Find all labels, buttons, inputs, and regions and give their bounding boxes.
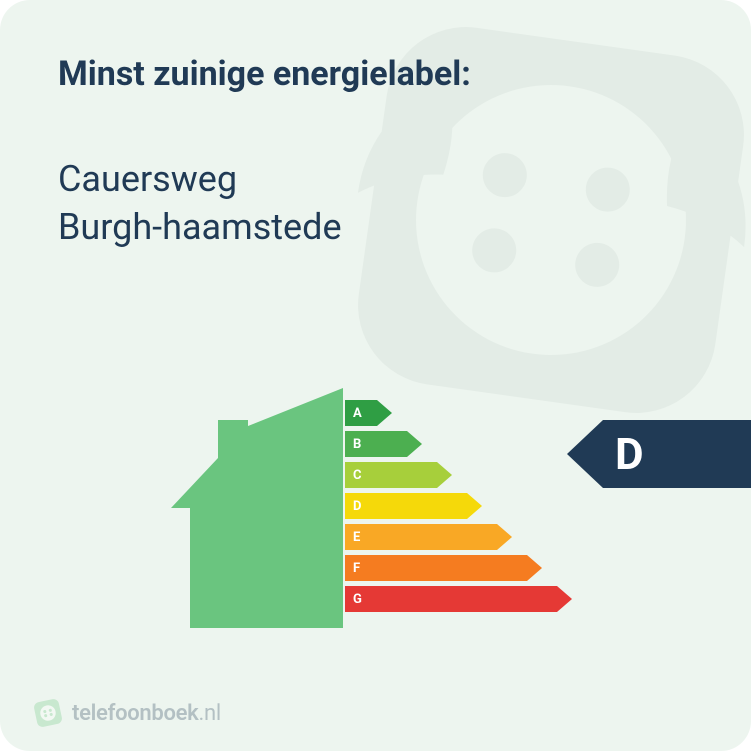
- subtitle-line2: Burgh-haamstede: [58, 206, 342, 248]
- bar-arrow: [407, 431, 422, 457]
- bar-arrow: [437, 462, 452, 488]
- bar-label: C: [353, 468, 362, 483]
- footer-brand-name: telefoonboek: [72, 701, 198, 726]
- footer-brand-tld: .nl: [198, 701, 220, 726]
- callout-body: D: [603, 420, 751, 488]
- energy-bar-d: D: [345, 493, 572, 519]
- energy-bar-c: C: [345, 462, 572, 488]
- subtitle: Cauersweg Burgh-haamstede: [58, 155, 693, 252]
- bar-label: E: [353, 530, 361, 545]
- footer-brand: telefoonboek.nl: [72, 701, 221, 726]
- bar-label: A: [353, 406, 362, 421]
- footer: telefoonboek.nl: [34, 699, 221, 727]
- bar-arrow: [467, 493, 482, 519]
- energy-bar-g: G: [345, 586, 572, 612]
- bar-body: [345, 524, 497, 550]
- bar-label: B: [353, 437, 362, 452]
- energy-bar-f: F: [345, 555, 572, 581]
- card: Minst zuinige energielabel: Cauersweg Bu…: [0, 0, 751, 751]
- house-icon: [165, 388, 345, 628]
- bar-body: [345, 555, 527, 581]
- bar-label: D: [353, 499, 362, 514]
- rating-callout: D: [567, 420, 751, 488]
- bar-arrow: [377, 400, 392, 426]
- energy-bar-e: E: [345, 524, 572, 550]
- bar-arrow: [557, 586, 572, 612]
- bar-body: [345, 586, 557, 612]
- callout-arrow: [567, 420, 603, 488]
- bar-body: [345, 493, 467, 519]
- page-title: Minst zuinige energielabel:: [58, 54, 693, 95]
- bar-label: G: [353, 592, 362, 607]
- energy-bar-a: A: [345, 400, 572, 426]
- energy-bars: A B C D E F G: [345, 400, 572, 617]
- bar-arrow: [497, 524, 512, 550]
- subtitle-line1: Cauersweg: [58, 158, 237, 200]
- energy-bar-b: B: [345, 431, 572, 457]
- bar-arrow: [527, 555, 542, 581]
- callout-letter: D: [615, 428, 644, 480]
- bar-label: F: [353, 561, 361, 576]
- energy-chart: A B C D E F G D: [0, 370, 751, 650]
- footer-logo-icon: [31, 696, 64, 729]
